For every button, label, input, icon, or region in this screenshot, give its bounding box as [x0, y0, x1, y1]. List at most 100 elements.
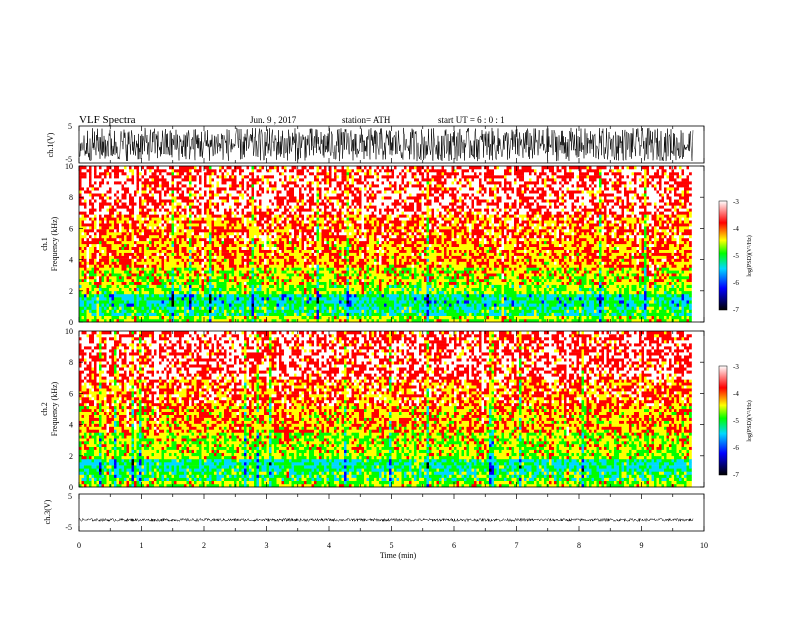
spectrogram-cell: [399, 297, 402, 301]
spectrogram-cell: [606, 273, 610, 277]
spectrogram-cell: [511, 309, 515, 313]
spectrogram-cell: [614, 312, 617, 316]
spectrogram-cell: [339, 273, 342, 277]
spectrogram-cell: [594, 273, 597, 277]
spectrogram-cell: [346, 267, 350, 271]
spectrogram-cell: [201, 306, 205, 310]
spectrogram-cell: [316, 281, 320, 285]
spectrogram-cell: [81, 297, 85, 301]
spectrogram-cell: [456, 312, 460, 316]
spectrogram-cell: [196, 261, 200, 265]
spectrogram-cell: [619, 273, 622, 277]
spectrogram-cell: [366, 309, 370, 313]
spectrogram-cell: [339, 267, 342, 271]
spectrogram-cell: [314, 297, 317, 301]
spectrogram-cell: [229, 284, 232, 288]
spectrogram-cell: [341, 264, 345, 268]
spectrogram-cell: [199, 297, 202, 301]
spectrogram-cell: [129, 264, 132, 268]
spectrogram-cell: [254, 306, 257, 310]
spectrogram-cell: [641, 261, 645, 265]
spectrogram-cell: [84, 276, 87, 280]
spectrogram-cell: [624, 303, 627, 307]
spectrogram-cell: [441, 281, 445, 285]
spectrogram-cell: [326, 281, 330, 285]
spectrogram-cell: [144, 303, 147, 307]
spectrogram-cell: [151, 264, 155, 268]
spectrogram-cell: [374, 261, 377, 265]
spectrogram-cell: [541, 297, 545, 301]
spectrogram-cell: [334, 306, 337, 310]
spectrogram-cell: [241, 276, 245, 280]
spectrogram-cell: [276, 303, 280, 307]
spectrogram-cell: [296, 309, 300, 313]
spectrogram-cell: [621, 300, 625, 304]
spectrogram-cell: [291, 290, 295, 295]
spectrogram-cell: [174, 303, 177, 307]
spectrogram-cell: [249, 318, 252, 323]
spectrogram-cell: [159, 290, 162, 295]
spectrogram-cell: [516, 287, 520, 292]
spectrogram-cell: [616, 267, 620, 271]
spectrogram-cell: [634, 297, 637, 301]
spectrogram-cell: [626, 300, 630, 304]
spectrogram-cell: [486, 312, 490, 316]
spectrogram-cell: [371, 284, 375, 288]
spectrogram-cell: [134, 306, 137, 310]
spectrogram-cell: [631, 300, 635, 304]
spectrogram-cell: [406, 303, 410, 307]
spectrogram-cell: [134, 258, 137, 262]
spectrogram-cell: [441, 276, 445, 280]
spectrogram-cell: [134, 297, 137, 301]
spectrogram-cell: [96, 293, 100, 298]
spectrogram-cell: [314, 284, 317, 288]
spectrogram-cell: [596, 273, 600, 277]
spectrogram-cell: [291, 270, 295, 274]
spectrogram-cell: [114, 300, 117, 304]
spectrogram-cell: [149, 276, 152, 280]
spectrogram-cell: [614, 278, 617, 282]
spectrogram-cell: [326, 300, 330, 304]
spectrogram-cell: [659, 318, 662, 323]
spectrogram-cell: [506, 287, 510, 292]
spectrogram-cell: [669, 276, 672, 280]
spectrogram-cell: [121, 261, 125, 265]
spectrogram-cell: [154, 267, 157, 271]
spectrogram-cell: [261, 264, 265, 268]
spectrogram-cell: [511, 312, 515, 316]
spectrogram-cell: [299, 297, 302, 301]
spectrogram-cell: [504, 303, 507, 307]
spectrogram-cell: [189, 281, 192, 285]
spectrogram-cell: [394, 284, 397, 288]
spectrogram-cell: [674, 318, 677, 323]
spectrogram-cell: [596, 264, 600, 268]
spectrogram-cell: [139, 261, 142, 265]
spectrogram-cell: [266, 264, 270, 268]
spectrogram-cell: [239, 281, 242, 285]
spectrogram-cell: [259, 303, 262, 307]
spectrogram-cell: [631, 290, 635, 295]
spectrogram-cell: [599, 261, 602, 265]
spectrogram-cell: [521, 303, 525, 307]
spectrogram-cell: [384, 278, 387, 282]
spectrogram-cell: [326, 287, 330, 292]
spectrogram-cell: [274, 278, 277, 282]
spectrogram-cell: [679, 284, 682, 288]
spectrogram-cell: [361, 315, 365, 320]
spectrogram-cell: [611, 309, 615, 313]
spectrogram-cell: [676, 312, 680, 316]
spectrogram-cell: [439, 290, 442, 295]
spectrogram-cell: [206, 273, 210, 277]
spectrogram-cell: [91, 270, 95, 274]
spectrogram-cell: [351, 318, 355, 323]
spectrogram-cell: [569, 318, 572, 323]
spectrogram-cell: [441, 315, 445, 320]
spectrogram-cell: [171, 273, 175, 277]
spectrogram-cell: [224, 297, 227, 301]
spectrogram-cell: [619, 293, 622, 298]
spectrogram-cell: [209, 273, 212, 277]
spectrogram-cell: [449, 293, 452, 298]
spectrogram-cell: [656, 281, 660, 285]
spectrogram-cell: [361, 290, 365, 295]
spectrogram-cell: [304, 281, 307, 285]
